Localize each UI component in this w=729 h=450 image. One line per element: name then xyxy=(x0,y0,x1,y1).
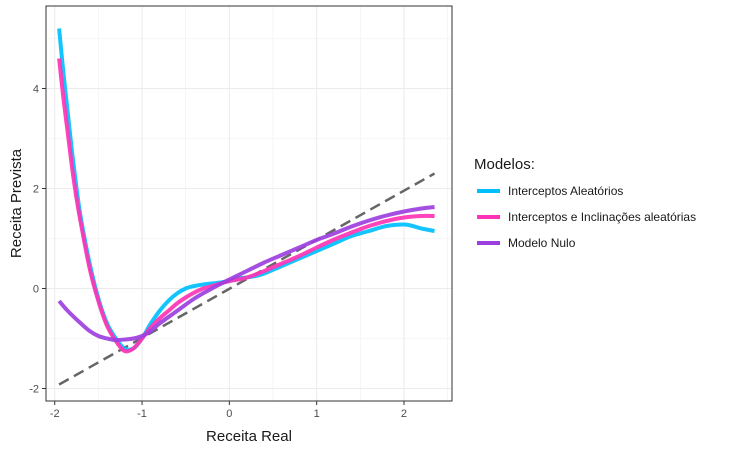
y-tick-label: -2 xyxy=(29,384,39,396)
legend: Modelos: Interceptos Aleatórios Intercept… xyxy=(474,156,696,250)
y-axis-title: Receita Prevista xyxy=(8,148,25,258)
x-tick-label: -2 xyxy=(50,408,60,420)
legend-label-1: Interceptos e Inclinações aleatórias xyxy=(508,210,696,224)
y-tick-label: 0 xyxy=(33,284,39,296)
y-axis: -2 0 2 4 xyxy=(29,84,46,396)
y-tick-label: 4 xyxy=(33,84,39,96)
x-tick-label: 0 xyxy=(226,408,232,420)
x-tick-label: 2 xyxy=(401,408,407,420)
legend-title: Modelos: xyxy=(474,156,535,173)
panel-border xyxy=(45,5,453,402)
x-tick-label: -1 xyxy=(137,408,147,420)
series-layer xyxy=(57,28,435,354)
x-axis: -2 -1 0 1 2 xyxy=(50,401,407,420)
series-line-1 xyxy=(57,58,435,354)
y-tick-label: 2 xyxy=(33,184,39,196)
legend-label-0: Interceptos Aleatórios xyxy=(508,184,623,198)
x-axis-title: Receita Real xyxy=(206,428,292,445)
grid-major xyxy=(46,6,452,401)
x-tick-label: 1 xyxy=(314,408,320,420)
panel-background xyxy=(46,6,452,401)
legend-label-2: Modelo Nulo xyxy=(508,236,576,250)
series-line-2 xyxy=(57,205,435,343)
